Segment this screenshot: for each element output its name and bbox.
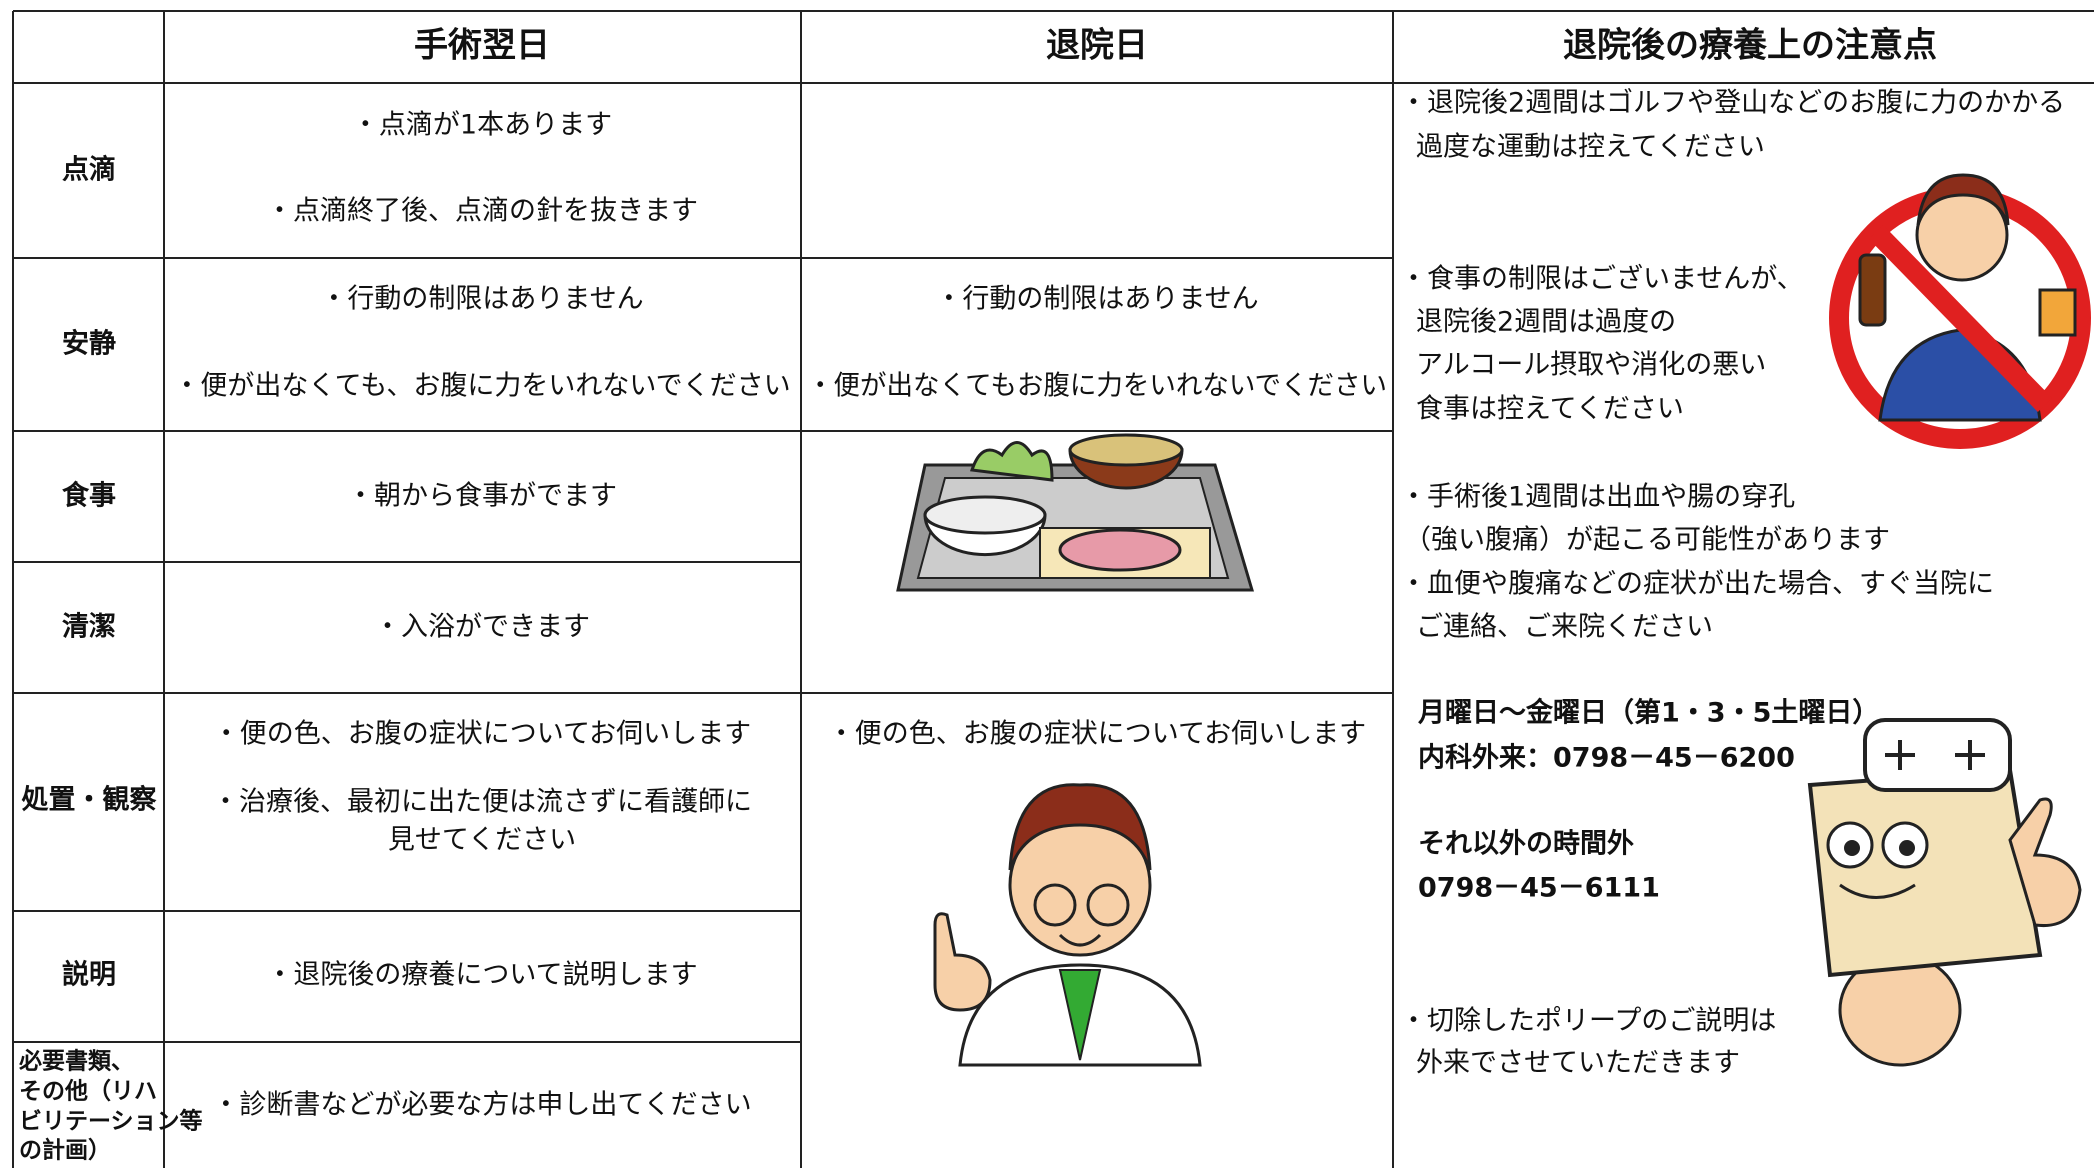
note-text: 過度な運動は控えてください: [1416, 132, 1765, 163]
note-text: 0798－45－6111: [1418, 873, 1660, 904]
row-label: ビリテーション等: [19, 1108, 203, 1135]
note-text: ・食事の制限はございませんが、: [1400, 264, 1804, 295]
row-label: 清潔: [62, 612, 116, 643]
cell-text: ・退院後の療養について説明します: [266, 960, 697, 991]
cell-text: ・便の色、お腹の症状についてお伺いします: [213, 719, 751, 750]
cell-text: ・診断書などが必要な方は申し出てください: [212, 1090, 751, 1121]
cell-text: ・点滴が1本あります: [352, 110, 612, 141]
note-text: ・切除したポリープのご説明は: [1400, 1006, 1776, 1037]
cell-text: ・行動の制限はありません: [320, 284, 643, 315]
row-label: 説明: [62, 959, 116, 991]
column-header: 手術翌日: [414, 26, 550, 66]
note-text: 食事は控えてください: [1416, 394, 1684, 425]
note-text: 内科外来：0798－45－6200: [1418, 743, 1795, 774]
note-text: ・退院後2週間はゴルフや登山などのお腹に力のかかる: [1400, 88, 2065, 119]
note-text: 外来でさせていただきます: [1416, 1048, 1740, 1079]
cell-text: ・治療後、最初に出た便は流さずに看護師に: [212, 787, 752, 818]
note-text: （強い腹痛）が起こる可能性があります: [1404, 525, 1890, 556]
note-text: ご連絡、ご来院ください: [1416, 612, 1713, 643]
row-label: その他（リハ: [19, 1078, 157, 1105]
cell-text: ・点滴終了後、点滴の針を抜きます: [266, 196, 698, 227]
note-text: それ以外の時間外: [1418, 829, 1634, 860]
cell-text: ・便が出なくてもお腹に力をいれないでください: [807, 371, 1387, 402]
cell-text: ・行動の制限はありません: [935, 284, 1258, 315]
cell-text: ・入浴ができます: [374, 612, 590, 643]
row-label: 安静: [62, 329, 116, 360]
row-label: 処置・観察: [22, 784, 158, 816]
cell-text: ・朝から食事がでます: [347, 481, 617, 512]
note-text: ・手術後1週間は出血や腸の穿孔: [1400, 482, 1795, 513]
hospital-illustration: [1807, 718, 2082, 1067]
column-header: 退院日: [1046, 26, 1148, 66]
cell-text: ・便の色、お腹の症状についてお伺いします: [828, 719, 1366, 750]
no-drinking-illustration: [1829, 173, 2091, 449]
food-illustration: [896, 433, 1255, 592]
row-label: 点滴: [62, 154, 116, 186]
row-label: 食事: [62, 480, 116, 512]
row-label: の計画）: [19, 1137, 111, 1164]
doctor-illustration: [933, 783, 1202, 1067]
note-text: ・血便や腹痛などの症状が出た場合、すぐ当院に: [1400, 569, 1994, 600]
note-text: 月曜日～金曜日（第1・3・5土曜日）: [1417, 697, 1879, 729]
note-text: アルコール摂取や消化の悪い: [1416, 350, 1766, 381]
cell-text: ・便が出なくても、お腹に力をいれないでください: [173, 371, 790, 402]
cell-text: 見せてください: [388, 825, 576, 856]
column-header: 退院後の療養上の注意点: [1563, 26, 1937, 66]
row-label: 必要書類、: [19, 1048, 134, 1075]
table-lines: [12, 10, 2094, 1168]
note-text: 退院後2週間は過度の: [1416, 307, 1676, 338]
